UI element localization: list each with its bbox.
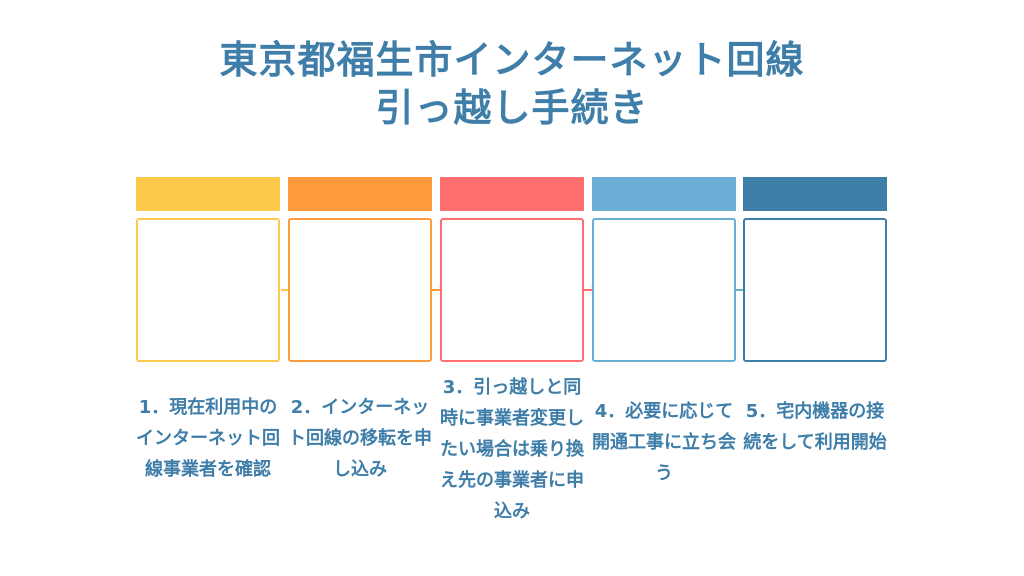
step-2-label: 2．インターネット回線の移転を申し込み — [288, 397, 432, 480]
step-1-header-bar — [136, 177, 280, 211]
step-2-box — [288, 218, 432, 362]
step-1-box — [136, 218, 280, 362]
page-title: 東京都福生市インターネット回線 引っ越し手続き — [0, 36, 1024, 132]
step-4-header-bar — [592, 177, 736, 211]
step-5-box — [743, 218, 887, 362]
step-3-box — [440, 218, 584, 362]
step-5-label: 5．宅内機器の接続をして利用開始 — [743, 401, 887, 453]
step-5-header-bar — [743, 177, 887, 211]
step-3-header-bar — [440, 177, 584, 211]
step-4-box — [592, 218, 736, 362]
step-4-label: 4．必要に応じて開通工事に立ち会う — [592, 401, 736, 484]
step-2-header-bar — [288, 177, 432, 211]
step-3-label: 3．引っ越しと同時に事業者変更したい場合は乗り換え先の事業者に申込み — [440, 377, 584, 522]
title-line-2: 引っ越し手続き — [375, 86, 649, 130]
title-line-1: 東京都福生市インターネット回線 — [219, 38, 805, 82]
step-1-label: 1．現在利用中のインターネット回線事業者を確認 — [136, 397, 280, 480]
